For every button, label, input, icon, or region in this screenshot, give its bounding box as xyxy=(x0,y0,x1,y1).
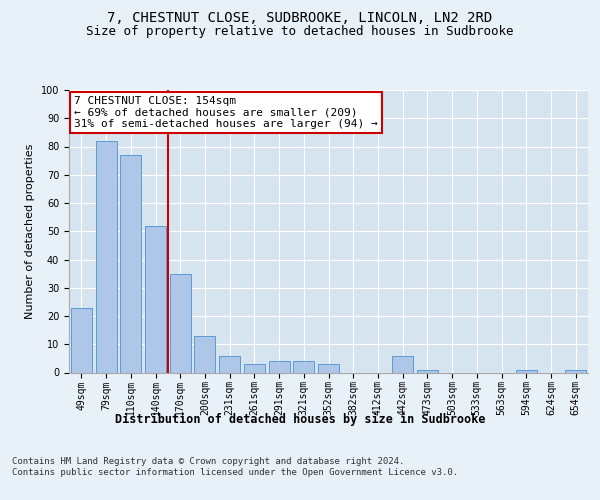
Text: Size of property relative to detached houses in Sudbrooke: Size of property relative to detached ho… xyxy=(86,24,514,38)
Bar xyxy=(71,308,92,372)
Bar xyxy=(145,226,166,372)
Bar xyxy=(194,336,215,372)
Bar xyxy=(565,370,586,372)
Bar xyxy=(244,364,265,372)
Text: Contains HM Land Registry data © Crown copyright and database right 2024.
Contai: Contains HM Land Registry data © Crown c… xyxy=(12,458,458,477)
Bar xyxy=(392,356,413,372)
Text: 7 CHESTNUT CLOSE: 154sqm
← 69% of detached houses are smaller (209)
31% of semi-: 7 CHESTNUT CLOSE: 154sqm ← 69% of detach… xyxy=(74,96,378,129)
Bar xyxy=(417,370,438,372)
Bar xyxy=(170,274,191,372)
Text: 7, CHESTNUT CLOSE, SUDBROOKE, LINCOLN, LN2 2RD: 7, CHESTNUT CLOSE, SUDBROOKE, LINCOLN, L… xyxy=(107,10,493,24)
Bar xyxy=(318,364,339,372)
Bar xyxy=(219,356,240,372)
Text: Distribution of detached houses by size in Sudbrooke: Distribution of detached houses by size … xyxy=(115,412,485,426)
Bar xyxy=(293,361,314,372)
Bar xyxy=(95,141,116,372)
Bar xyxy=(516,370,537,372)
Bar xyxy=(120,155,141,372)
Bar xyxy=(269,361,290,372)
Y-axis label: Number of detached properties: Number of detached properties xyxy=(25,144,35,319)
